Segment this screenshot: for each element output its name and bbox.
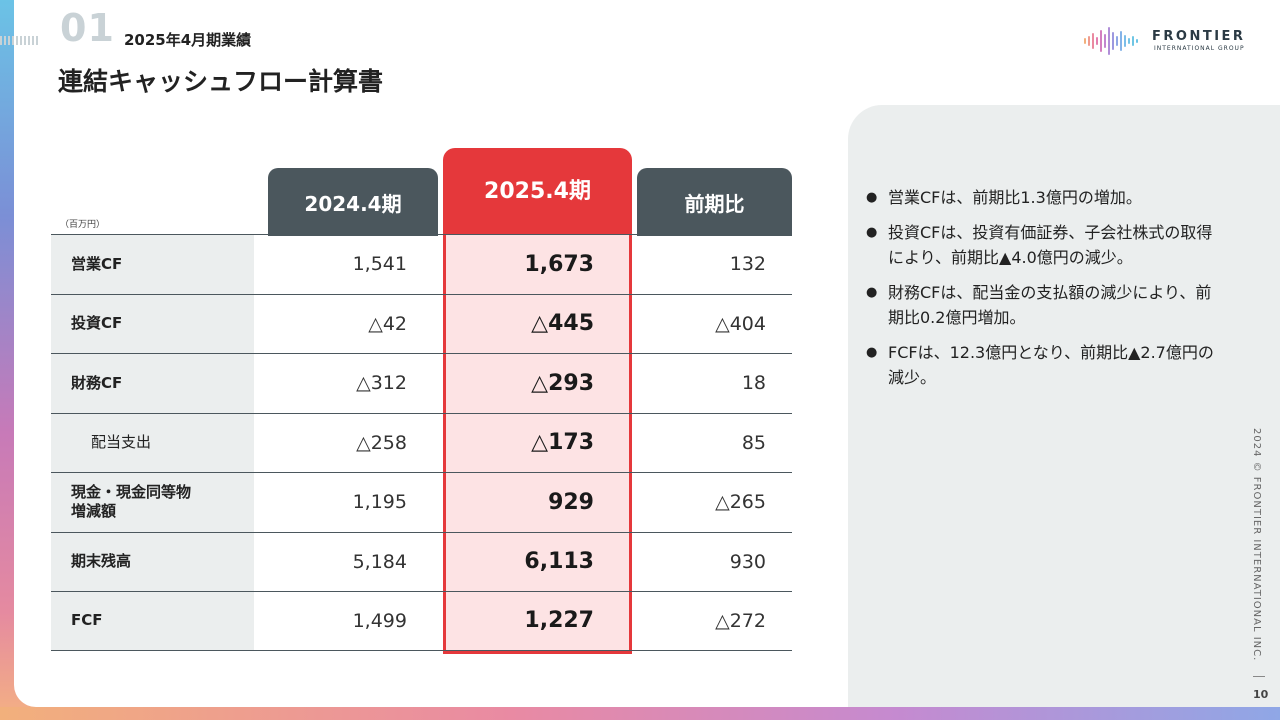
bullet-dot-icon: ● xyxy=(866,190,878,205)
company-logo: FRONTIER INTERNATIONAL GROUP xyxy=(1082,26,1262,56)
value-yoy: 18 xyxy=(741,372,766,395)
bullet-text: FCFは、12.3億円となり、前期比▲2.7億円の減少。 xyxy=(888,343,1214,387)
table-row: 投資CF △42 △445 △404 xyxy=(51,293,792,353)
table-row: 財務CF △312 △293 18 xyxy=(51,353,792,413)
section-number: 01 xyxy=(60,6,115,50)
copyright-text: 2024 © FRONTIER INTERNATIONAL INC. xyxy=(1251,428,1262,662)
value-2024: 1,195 xyxy=(352,491,407,514)
value-2024: 5,184 xyxy=(352,550,407,573)
value-yoy: 930 xyxy=(729,550,766,573)
highlight-column-2025 xyxy=(443,234,632,654)
value-2025: 1,227 xyxy=(524,608,594,634)
table-row: FCF 1,499 1,227 △272 xyxy=(51,591,792,651)
summary-panel xyxy=(848,105,1280,707)
row-label: 財務CF xyxy=(51,354,254,413)
row-label: FCF xyxy=(51,592,254,650)
value-2024: △42 xyxy=(368,312,407,335)
bullet-dot-icon: ● xyxy=(866,285,878,300)
column-header-yoy: 前期比 xyxy=(637,168,792,236)
bullet-text: 営業CFは、前期比1.3億円の増加。 xyxy=(888,188,1142,207)
table-unit-label: （百万円） xyxy=(60,220,106,230)
sound-wave-logo-icon xyxy=(1084,27,1138,55)
value-yoy: 132 xyxy=(729,253,766,276)
value-2024: △258 xyxy=(356,431,407,454)
value-2025: △445 xyxy=(531,311,594,337)
bullet-dot-icon: ● xyxy=(866,225,878,240)
column-header-2024: 2024.4期 xyxy=(268,168,438,236)
bullet-item: ● 財務CFは、配当金の支払額の減少により、前期比0.2億円増加。 xyxy=(866,280,1226,330)
bullet-dot-icon: ● xyxy=(866,345,878,360)
value-2024: 1,541 xyxy=(352,253,407,276)
bullet-text: 財務CFは、配当金の支払額の減少により、前期比0.2億円増加。 xyxy=(888,283,1212,327)
bullet-item: ● FCFは、12.3億円となり、前期比▲2.7億円の減少。 xyxy=(866,340,1226,390)
value-yoy: △265 xyxy=(715,491,766,514)
value-2024: △312 xyxy=(356,372,407,395)
value-2025: 929 xyxy=(548,489,594,515)
table-row: 現金・現金同等物 増減額 1,195 929 △265 xyxy=(51,472,792,532)
value-2024: 1,499 xyxy=(352,609,407,632)
page-number-divider xyxy=(1253,676,1265,677)
section-tick-marks xyxy=(0,36,40,45)
cashflow-table: 営業CF 1,541 1,673 132 投資CF △42 △445 △404 … xyxy=(51,234,792,651)
section-subtitle: 2025年4月期業績 xyxy=(124,31,252,49)
page-title: 連結キャッシュフロー計算書 xyxy=(58,67,384,96)
value-2025: △293 xyxy=(531,370,594,396)
bullet-item: ● 投資CFは、投資有価証券、子会社株式の取得により、前期比▲4.0億円の減少。 xyxy=(866,220,1226,270)
table-row: 期末残高 5,184 6,113 930 xyxy=(51,531,792,591)
row-label: 配当支出 xyxy=(51,413,254,472)
value-2025: 6,113 xyxy=(524,549,594,575)
page-number: 10 xyxy=(1253,688,1269,701)
bullet-text: 投資CFは、投資有価証券、子会社株式の取得により、前期比▲4.0億円の減少。 xyxy=(888,223,1213,267)
logo-subtitle: INTERNATIONAL GROUP xyxy=(1154,45,1245,52)
row-label: 営業CF xyxy=(51,235,254,294)
value-yoy: △272 xyxy=(715,609,766,632)
table-row: 営業CF 1,541 1,673 132 xyxy=(51,234,792,294)
value-2025: △173 xyxy=(531,430,594,456)
value-2025: 1,673 xyxy=(524,251,594,277)
row-label: 投資CF xyxy=(51,294,254,353)
table-row: 配当支出 △258 △173 85 xyxy=(51,412,792,472)
value-yoy: △404 xyxy=(715,312,766,335)
column-header-2025: 2025.4期 xyxy=(443,148,632,236)
row-label: 期末残高 xyxy=(51,532,254,591)
summary-bullets: ● 営業CFは、前期比1.3億円の増加。 ● 投資CFは、投資有価証券、子会社株… xyxy=(866,185,1226,400)
value-yoy: 85 xyxy=(741,431,766,454)
logo-name: FRONTIER xyxy=(1152,29,1246,44)
bullet-item: ● 営業CFは、前期比1.3億円の増加。 xyxy=(866,185,1226,210)
row-label: 現金・現金同等物 増減額 xyxy=(51,473,254,532)
bottom-gradient-strip xyxy=(0,707,1280,720)
